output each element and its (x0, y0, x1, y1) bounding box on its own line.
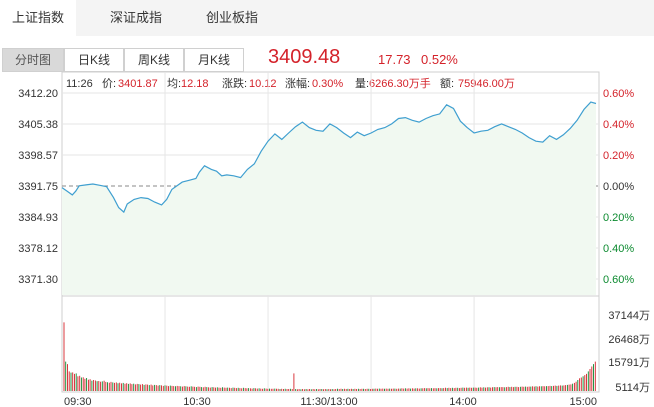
tab-daily-k[interactable]: 日K线 (64, 48, 124, 72)
volume-tick-label: 26468万 (608, 334, 650, 346)
tab-chinext-index[interactable]: 创业板指 (205, 10, 258, 25)
price-change-percent: 0.52% (421, 52, 458, 67)
time-tick-label: 14:00 (449, 396, 477, 407)
time-tick-label: 15:00 (569, 396, 597, 407)
info-amount-label: 额: (440, 77, 454, 90)
info-pct-label: 涨幅: (285, 77, 310, 90)
tab-shanghai-index[interactable]: 上证指数 (0, 0, 76, 36)
tab-shenzhen-index[interactable]: 深证成指 (109, 10, 162, 25)
volume-tick-label: 15791万 (608, 357, 650, 369)
volume-panel-frame (61, 295, 600, 393)
volume-tick-label: 5114万 (615, 382, 650, 394)
price-tick-label: 3412.20 (18, 88, 58, 100)
market-tabs: 上证指数 深证成指 创业板指 (0, 0, 654, 36)
price-tick-label: 3398.57 (18, 150, 58, 162)
tab-monthly-k[interactable]: 月K线 (184, 48, 244, 72)
percent-tick-label: 0.60% (603, 274, 634, 286)
info-volume: 6266.30万手 (369, 76, 431, 90)
info-price-label: 价: (102, 77, 116, 90)
percent-tick-label: 0.60% (603, 88, 634, 100)
current-price: 3409.48 (268, 46, 341, 68)
percent-tick-label: 0.20% (603, 212, 634, 224)
time-tick-label: 10:30 (183, 396, 211, 407)
price-tick-label: 3371.30 (18, 274, 58, 286)
time-tick-label: 09:30 (64, 396, 92, 407)
percent-tick-label: 0.40% (603, 243, 634, 255)
price-tick-label: 3391.75 (18, 181, 58, 193)
info-avg-label: 均: (167, 77, 181, 90)
info-time: 11:26 (66, 78, 93, 90)
info-price: 3401.87 (118, 78, 158, 90)
percent-tick-label: 0.40% (603, 119, 634, 131)
info-change-label: 涨跌: (222, 76, 247, 90)
info-change: 10.12 (249, 78, 277, 90)
tab-intraday[interactable]: 分时图 (2, 48, 64, 72)
volume-tick-label: 37144万 (608, 310, 650, 322)
price-tick-label: 3384.93 (18, 212, 58, 224)
info-amount: 75946.00万 (458, 78, 515, 90)
price-line (61, 101, 597, 214)
info-volume-label: 量: (355, 77, 369, 90)
percent-tick-label: 0.00% (603, 181, 634, 193)
tab-weekly-k[interactable]: 周K线 (124, 48, 184, 72)
percent-tick-label: 0.20% (603, 150, 634, 162)
price-tick-label: 3405.38 (18, 119, 58, 131)
info-avg: 12.18 (181, 78, 209, 90)
price-area-fill (62, 102, 596, 295)
price-tick-label: 3378.12 (18, 243, 58, 255)
time-tick-label: 11:30/13:00 (300, 396, 357, 407)
info-pct: 0.30% (312, 78, 343, 90)
price-change: 17.73 (378, 52, 411, 67)
